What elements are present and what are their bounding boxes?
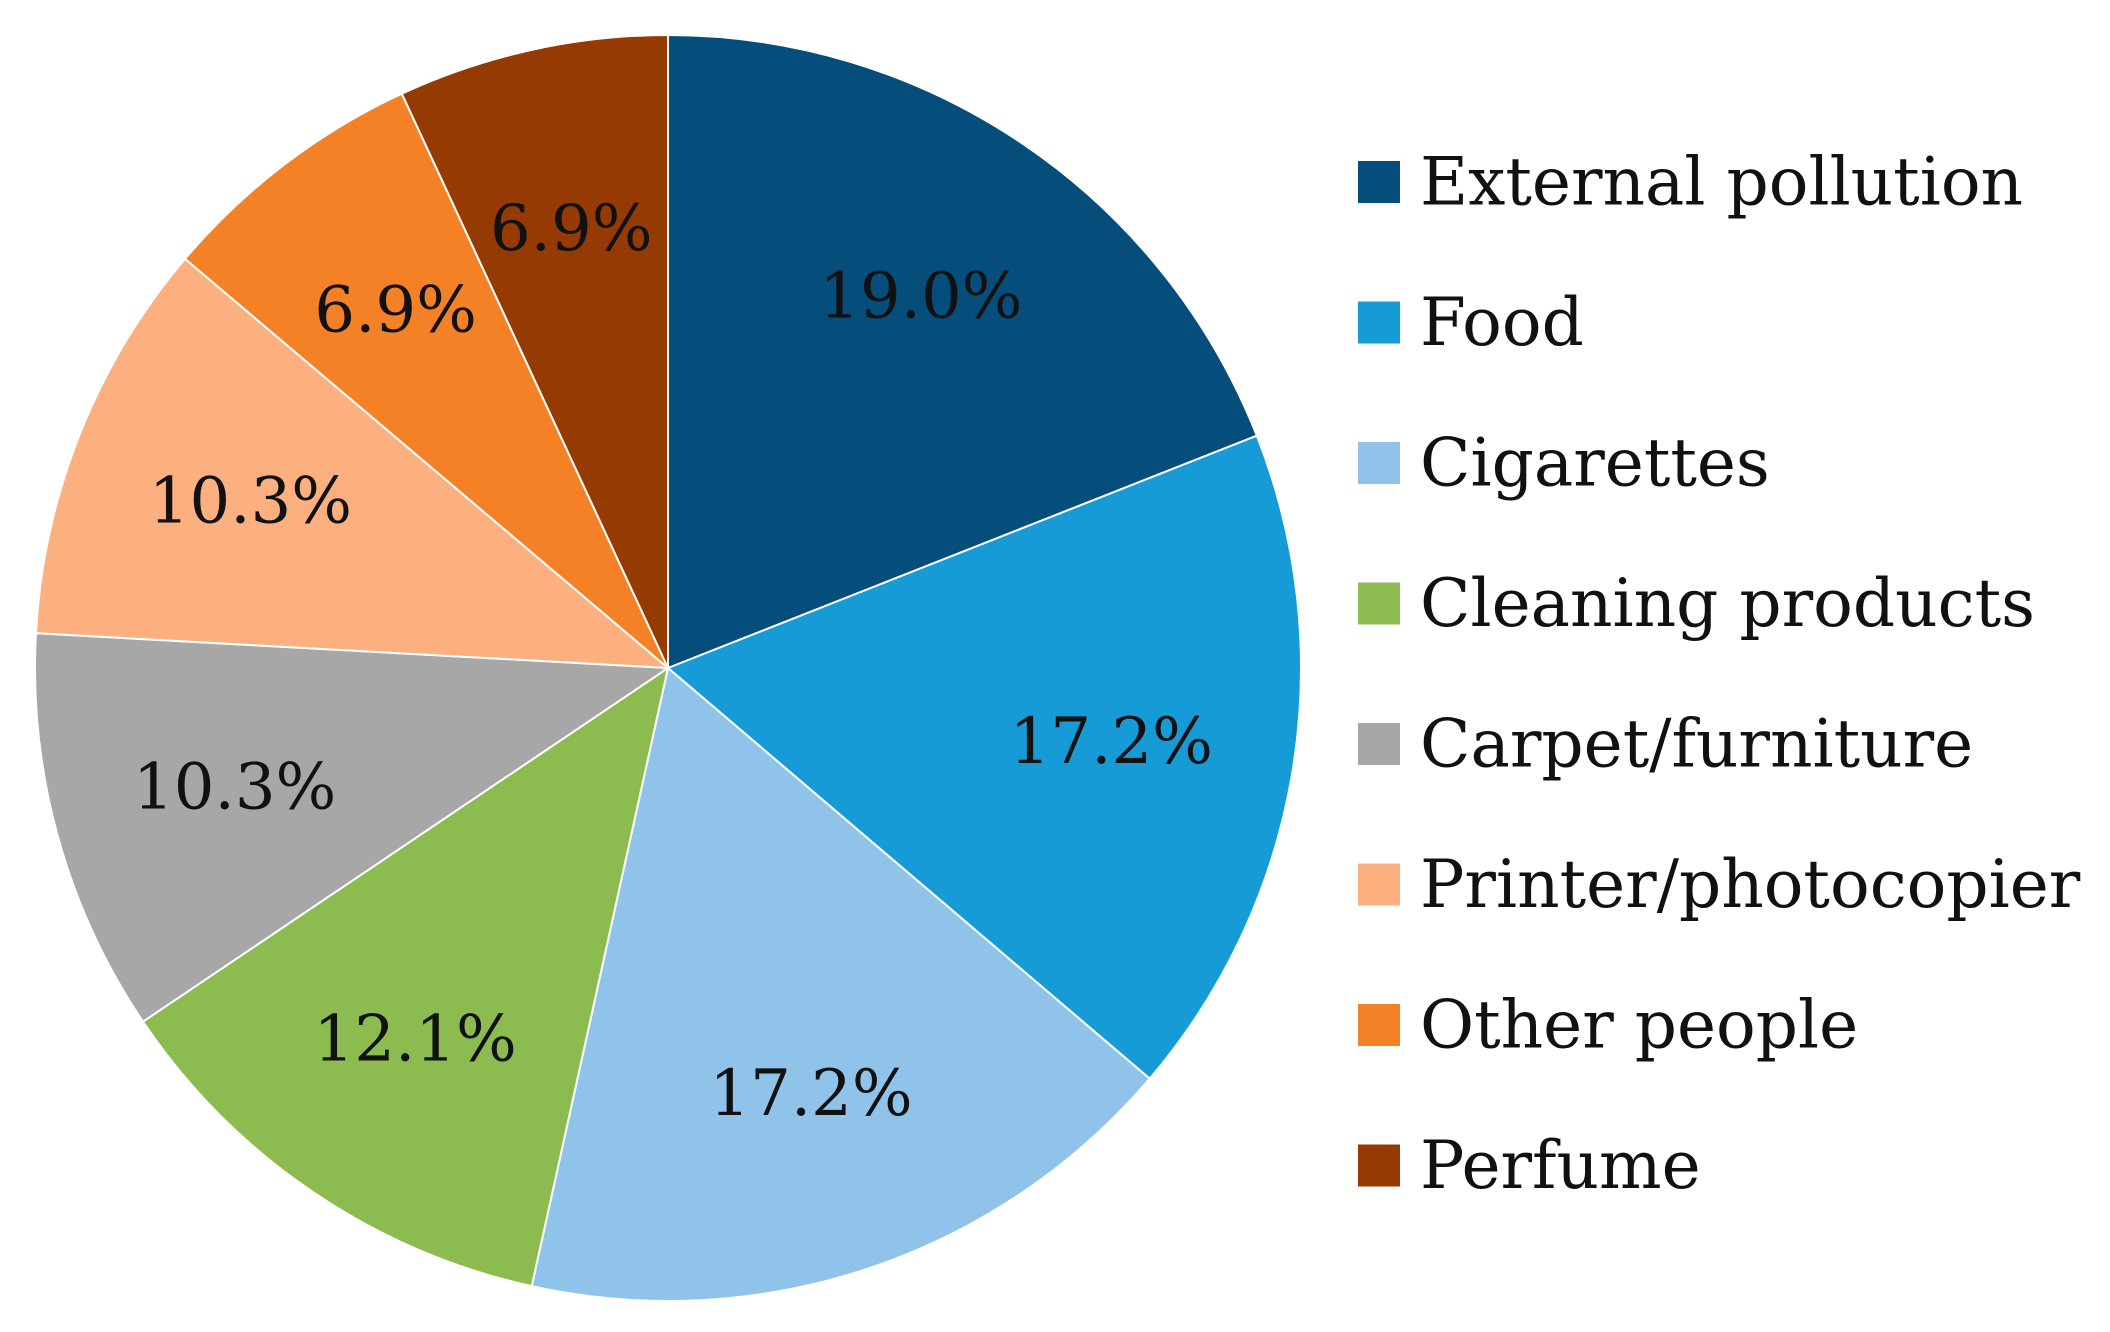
legend-label-other-people: Other people <box>1420 987 1858 1064</box>
pie-slice-cleaning-products <box>141 665 670 1288</box>
legend-item-printer-photocopier: Printer/photocopier <box>1358 846 2081 923</box>
legend-item-other-people: Other people <box>1358 987 1858 1064</box>
pie-slices <box>34 33 1302 1302</box>
legend-item-food: Food <box>1358 284 1584 361</box>
legend-swatch-food <box>1358 301 1400 344</box>
slice-labels: 19.0% 17.2% 17.2% 12.1% 10.3% 10.3% 6.9%6.9% <box>133 192 1213 1131</box>
data-label-food: 17.2% <box>1010 705 1213 779</box>
legend-label-printer-photocopier: Printer/photocopier <box>1420 846 2081 923</box>
pie-slice-perfume <box>400 33 669 669</box>
legend-item-external-pollution: External pollution <box>1358 144 2023 221</box>
data-label-external-pollution: 19.0% <box>819 259 1022 333</box>
legend-label-cigarettes: Cigarettes <box>1420 425 1770 502</box>
legend-swatch-cigarettes <box>1358 442 1400 484</box>
legend-swatch-printer-photocopier <box>1358 863 1400 906</box>
legend-label-external-pollution: External pollution <box>1420 144 2023 221</box>
legend-item-cleaning-products: Cleaning products <box>1358 565 2035 642</box>
data-label-other-people: 6.9% <box>314 273 477 347</box>
legend-label-food: Food <box>1420 284 1584 361</box>
pie-slice-external-pollution <box>667 33 1259 670</box>
legend-swatch-perfume <box>1358 1144 1400 1187</box>
legend-swatch-carpet-furniture <box>1358 723 1400 765</box>
data-label-perfume: 6.9% <box>490 192 653 266</box>
legend-label-carpet-furniture: Carpet/furniture <box>1420 706 1973 783</box>
legend-item-cigarettes: Cigarettes <box>1358 425 1770 502</box>
legend-swatch-cleaning-products <box>1358 582 1400 625</box>
legend: External pollution Food Cigarettes Cleaning… <box>1358 144 2081 1204</box>
legend-label-cleaning-products: Cleaning products <box>1420 565 2035 642</box>
pie-slice-food <box>666 434 1302 1081</box>
data-label-cigarettes: 17.2% <box>709 1057 912 1131</box>
pie-slice-printer-photocopier <box>34 257 671 670</box>
legend-item-carpet-furniture: Carpet/furniture <box>1358 706 1973 783</box>
legend-item-perfume: Perfume <box>1358 1127 1701 1204</box>
legend-label-perfume: Perfume <box>1420 1127 1701 1204</box>
legend-swatch-external-pollution <box>1358 161 1400 203</box>
pie-slice-other-people <box>183 92 669 669</box>
legend-swatch-other-people <box>1358 1004 1400 1046</box>
data-label-carpet-furniture: 10.3% <box>133 750 336 824</box>
data-label-printer-photocopier: 10.3% <box>149 465 352 539</box>
data-label-cleaning-products: 12.1% <box>314 1003 517 1077</box>
pie-slice-cigarettes <box>530 666 1152 1302</box>
pie-slice-carpet-furniture <box>34 632 672 1024</box>
